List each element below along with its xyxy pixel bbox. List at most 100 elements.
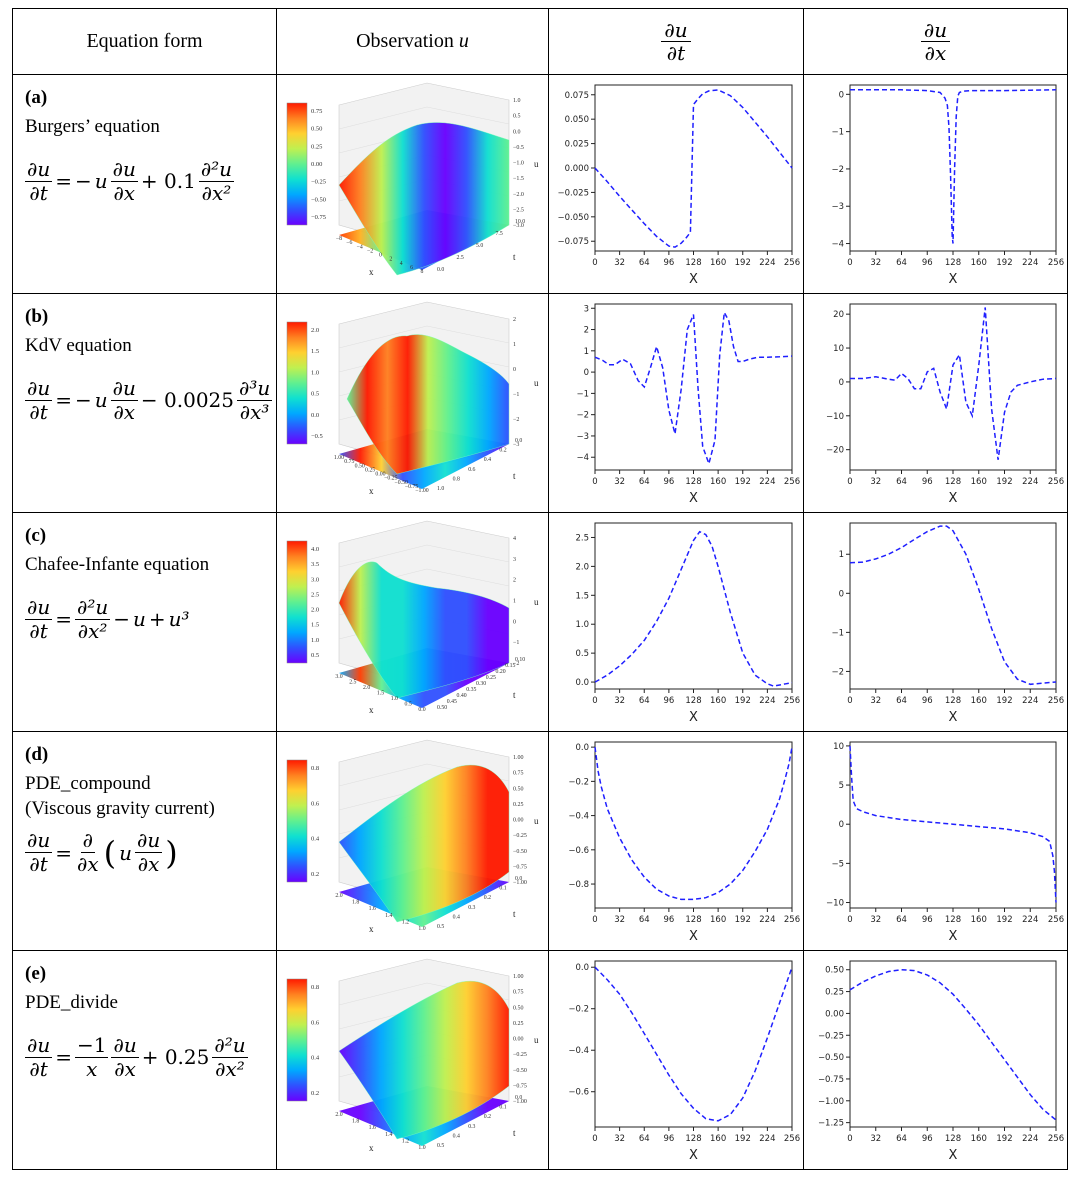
x-tick-label: 192: [735, 696, 751, 706]
du-dt-plot: 0 32 64 96 128 160 192 224 256 0.075 0.050 0.025 0.0…: [558, 84, 800, 287]
t-tick-label: 0.8: [453, 476, 460, 482]
t-tick-label: 0.2: [499, 448, 506, 454]
x-tick-label: 160: [710, 1134, 726, 1144]
header-du-dt: ∂u ∂t: [548, 8, 804, 75]
y-tick-label: −0.075: [558, 237, 589, 247]
surface: [338, 122, 510, 276]
x-tick-label: 64: [639, 258, 650, 268]
y-tick-label: −3: [831, 202, 844, 212]
t-tick-label: 0.40: [457, 693, 467, 699]
row-label: (c): [25, 525, 47, 546]
x-axis-label: X: [949, 1148, 958, 1163]
y-tick-label: −0.2: [568, 1005, 589, 1015]
header-du-dx-den: ∂x: [924, 41, 947, 65]
x-tick-label: 160: [710, 477, 726, 487]
du-dx-plot: 0 32 64 96 128 160 192 224 256 1 0 −1 −2 X: [831, 522, 1064, 725]
x-tick-label: 96: [922, 696, 933, 706]
y-tick-label: 5: [839, 781, 844, 791]
y-tick-label: −0.75: [818, 1075, 844, 1085]
x-tick-label: 32: [614, 696, 625, 706]
x-tick-label: 160: [971, 1134, 987, 1144]
plot-frame: [849, 522, 1057, 690]
x-axis-label: x: [369, 267, 374, 277]
equation-name: KdV equation: [25, 335, 132, 356]
z-tick-label: 1.00: [513, 974, 524, 980]
y-tick-label: −0.8: [568, 880, 589, 890]
x-tick-label: 0: [847, 915, 852, 925]
x-tick-label: 3.0: [335, 674, 342, 680]
x-tick-label: 1.2: [402, 919, 409, 925]
x-tick-label: 0: [847, 696, 852, 706]
colorbar-tick-label: 1.5: [311, 348, 319, 355]
y-tick-label: −2: [831, 165, 844, 175]
y-tick-label: −2: [831, 667, 844, 677]
x-tick-label: 0: [847, 477, 852, 487]
x-tick-label: 64: [639, 1134, 650, 1144]
x-tick-label: 1.0: [391, 696, 398, 702]
x-tick-label: 256: [784, 696, 800, 706]
colorbar-tick-label: 1.0: [311, 637, 319, 644]
t-axis-label: t: [513, 471, 516, 481]
equation-formula: ∂u ∂t = − u ∂u ∂x − 0.0025 ∂³u ∂x³: [25, 375, 273, 424]
z-tick-label: 4: [513, 536, 516, 542]
series-line: [594, 89, 793, 248]
colorbar-tick-label: 2.0: [311, 607, 319, 614]
z-tick-label: 0.25: [513, 1021, 524, 1027]
du-dx-plot: 0 32 64 96 128 160 192 224 256 0.50 0.25 0.00 −0.25 −…: [818, 960, 1064, 1163]
du-dx-cell-e: 0 32 64 96 128 160 192 224 256 0.50 0.25 0.00 −0.25 −…: [803, 950, 1068, 1170]
x-tick-label: 160: [971, 477, 987, 487]
y-tick-label: 0: [584, 368, 589, 378]
plot-frame: [849, 741, 1057, 909]
z-tick-label: 3: [513, 557, 516, 563]
plot-frame: [594, 741, 793, 909]
colorbar-tick-label: 0.50: [311, 126, 322, 133]
z-tick-label: −1: [513, 640, 519, 646]
header-equation-form: Equation form: [12, 8, 277, 75]
x-axis-label: x: [369, 486, 374, 496]
t-tick-label: 0.4: [484, 457, 491, 463]
x-tick-label: 0: [592, 477, 597, 487]
z-tick-label: −0.50: [513, 1068, 527, 1074]
x-tick-label: 32: [614, 477, 625, 487]
x-tick-label: 96: [663, 696, 674, 706]
x-tick-label: 64: [896, 1134, 907, 1144]
x-axis-label: x: [369, 924, 374, 934]
header-du-dx-num: ∂u: [920, 19, 951, 42]
x-tick-label: 256: [1048, 477, 1064, 487]
x-tick-label: 1.8: [352, 900, 359, 906]
row-label: (e): [25, 963, 47, 984]
x-tick-label: 256: [1048, 1134, 1064, 1144]
t-tick-label: 0.20: [496, 669, 506, 675]
equation-cell-b: (b) KdV equation ∂u ∂t = − u ∂u ∂x − 0.0025 ∂³…: [12, 293, 277, 513]
du-dx-cell-d: 0 32 64 96 128 160 192 224 256 10 5 0 −5 −10 X: [803, 731, 1068, 951]
x-tick-label: 2.0: [363, 685, 370, 691]
z-axis-label: u: [534, 378, 539, 388]
y-tick-label: 2: [584, 326, 589, 336]
x-tick-label: 192: [735, 915, 751, 925]
x-tick-label: 96: [922, 258, 933, 268]
x-tick-label: 128: [945, 477, 961, 487]
x-axis-label: X: [949, 710, 958, 725]
du-dt-plot: 0 32 64 96 128 160 192 224 256 0.0 −0.2 −0.4 −0.6 X: [568, 960, 800, 1163]
t-tick-label: 0.2: [484, 1114, 491, 1120]
y-tick-label: −0.050: [558, 213, 589, 223]
row-e: (e) PDE_divide ∂u ∂t = −1 x ∂u ∂x + 0.25 ∂²u ∂…: [12, 950, 1068, 1170]
t-tick-label: 0.5: [437, 1143, 444, 1149]
y-tick-label: −0.4: [568, 1046, 589, 1056]
x-tick-label: 1.4: [385, 913, 392, 919]
x-axis-label: X: [949, 491, 958, 506]
y-tick-label: −0.6: [568, 1088, 589, 1098]
x-tick-label: 224: [759, 477, 775, 487]
colorbar: [286, 102, 308, 226]
x-tick-label: 256: [784, 1134, 800, 1144]
y-tick-label: 1.5: [575, 591, 589, 601]
z-tick-label: 1: [513, 599, 516, 605]
z-tick-label: −1.00: [513, 1099, 527, 1105]
x-tick-label: 0.5: [405, 702, 412, 708]
colorbar-tick-label: 0.5: [311, 391, 319, 398]
x-tick-label: 2.0: [335, 1112, 342, 1118]
x-tick-label: 128: [945, 696, 961, 706]
z-tick-label: −0.50: [513, 849, 527, 855]
x-axis-label: X: [689, 1148, 698, 1163]
du-dx-plot: 0 32 64 96 128 160 192 224 256 0 −1 −2 −3 −4 X: [831, 84, 1064, 287]
